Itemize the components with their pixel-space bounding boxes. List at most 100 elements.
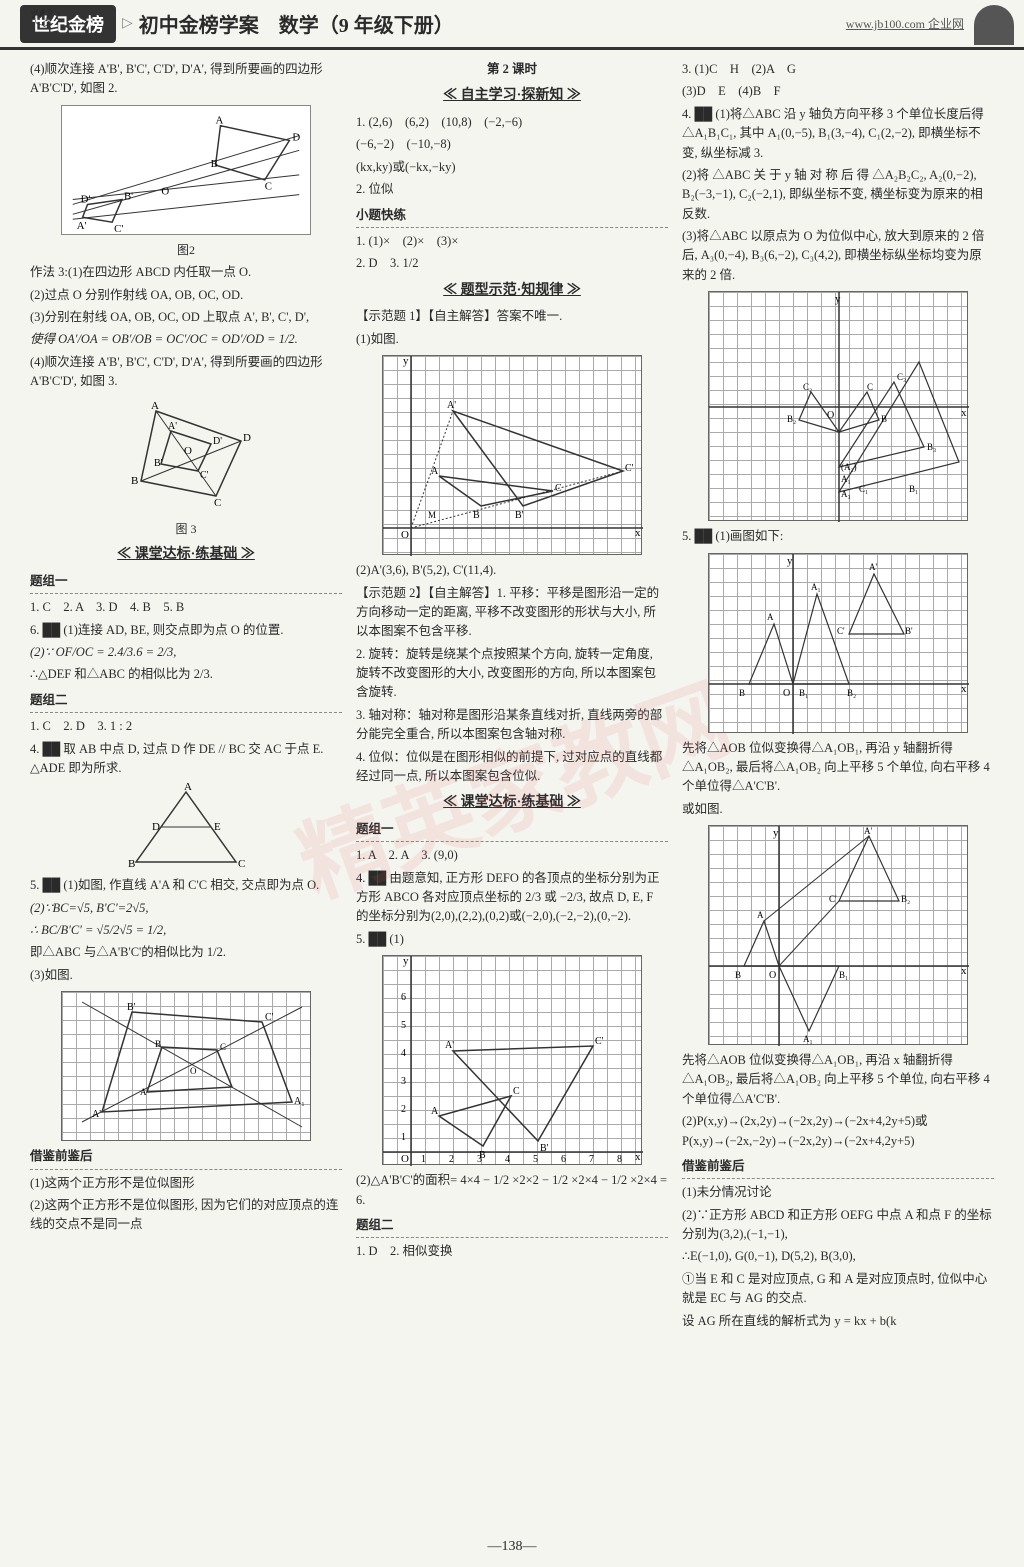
text: 1. (2,6) (6,2) (10,8) (−2,−6) (356, 113, 668, 132)
svg-text:A: A (757, 910, 764, 920)
text: 【示范题 2】【自主解答】1. 平移：平移是图形沿一定的方向移动一定的距离, 平… (356, 584, 668, 642)
svg-text:B: B (735, 970, 741, 980)
grid-figure-q4: y x O C B C₂ B₂ C₃ B₃ (A₂) A₁ C₁ B₁ A₃ (708, 291, 968, 521)
section-title: ≪ 课堂达标·练基础 ≫ (356, 792, 668, 814)
svg-text:y: y (403, 956, 409, 967)
svg-text:7: 7 (589, 1154, 594, 1165)
content-columns: (4)顺次连接 A'B', B'C', C'D', D'A', 得到所要画的四边… (0, 50, 1024, 1520)
text: (1)未分情况讨论 (682, 1183, 994, 1202)
text: (2)∵BC=√5, B'C'=2√5, (30, 899, 342, 918)
fig3-label: 图 3 (30, 520, 342, 539)
svg-text:B₂: B₂ (847, 688, 856, 698)
svg-text:B': B' (515, 510, 524, 521)
svg-text:C: C (555, 483, 562, 494)
text: 1. (1)× (2)× (3)× (356, 232, 668, 251)
svg-text:A₁: A₁ (294, 1096, 305, 1107)
svg-text:B': B' (905, 626, 913, 636)
svg-text:B₁: B₁ (799, 688, 808, 698)
grid-figure-example1: y x O A B C A' B' C' M (382, 355, 642, 555)
svg-text:A: A (184, 782, 192, 793)
text: (2)这两个正方形不是位似图形, 因为它们的对应顶点的连线的交点不是同一点 (30, 1196, 342, 1235)
answers: 1. C 2. A 3. D 4. B 5. B (30, 598, 342, 617)
svg-text:O: O (190, 1066, 197, 1076)
svg-text:C': C' (595, 1036, 604, 1047)
svg-text:D': D' (213, 436, 222, 447)
text: (2)过点 O 分别作射线 OA, OB, OC, OD. (30, 286, 342, 305)
svg-text:A₁: A₁ (803, 1034, 813, 1044)
svg-text:x: x (635, 527, 641, 539)
header-url: www.jb100.com 企业网 (846, 15, 964, 32)
svg-text:B₁: B₁ (909, 484, 918, 494)
page-header: 🕊 世纪金榜 ▷ 初中金榜学案 数学（9 年级下册） www.jb100.com… (0, 0, 1024, 50)
svg-text:B: B (155, 1039, 161, 1049)
svg-text:2: 2 (449, 1154, 454, 1165)
svg-text:B': B' (124, 190, 133, 202)
svg-text:B: B (131, 475, 138, 487)
svg-text:A': A' (447, 400, 456, 411)
svg-text:y: y (787, 555, 793, 567)
text: 2. 旋转：旋转是绕某个点按照某个方向, 旋转一定角度, 旋转不改变图形的大小,… (356, 645, 668, 703)
grid-figure-q5a: y x O A B A₁ B₂ A' C' B' B₁ (708, 553, 968, 733)
section-title: ≪ 课堂达标·练基础 ≫ (30, 544, 342, 566)
svg-text:A: A (431, 1106, 439, 1117)
text: (3)如图. (30, 966, 342, 985)
svg-text:A': A' (869, 562, 877, 572)
column-3: 3. (1)C H (2)A G (3)D E (4)B F 4. ██ (1)… (682, 60, 994, 1510)
text: 先将△AOB 位似变换得△A₁OB₁, 再沿 x 轴翻折得△A₁OB₂, 最后将… (682, 1051, 994, 1109)
section-sub: 借鉴前鉴后 (682, 1157, 994, 1179)
svg-text:B': B' (127, 1002, 136, 1013)
svg-text:C': C' (200, 470, 209, 481)
svg-text:A': A' (77, 220, 87, 232)
svg-text:5: 5 (401, 1020, 406, 1031)
text: (2)将 △ABC 关 于 y 轴 对 称 后 得 △A₂B₂C₂, A₂(0,… (682, 166, 994, 224)
svg-text:(A₂): (A₂) (841, 462, 857, 472)
svg-text:y: y (403, 356, 409, 367)
svg-text:C': C' (625, 463, 634, 474)
text: (kx,ky)或(−kx,−ky) (356, 158, 668, 177)
answers: 1. D 2. 相似变换 (356, 1242, 668, 1261)
text: (1)如图. (356, 330, 668, 349)
text: 2. D 3. 1/2 (356, 254, 668, 273)
svg-text:A: A (431, 466, 439, 477)
svg-text:B₂: B₂ (787, 414, 796, 424)
text: 使得 OA'/OA = OB'/OB = OC'/OC = OD'/OD = 1… (30, 330, 342, 349)
svg-text:y: y (773, 827, 779, 839)
svg-text:O: O (827, 410, 834, 421)
svg-text:4: 4 (401, 1048, 406, 1059)
triangle-ade: A B C D E (116, 782, 256, 872)
dove-icon: 🕊 (30, 8, 53, 29)
svg-text:B: B (211, 158, 218, 170)
text: 3. (1)C H (2)A G (682, 60, 994, 79)
section-sub: 借鉴前鉴后 (30, 1147, 342, 1169)
triangle-icon: ▷ (122, 15, 133, 32)
group-heading: 题组二 (30, 691, 342, 713)
svg-text:8: 8 (617, 1154, 622, 1165)
svg-text:O: O (769, 970, 776, 981)
text: (2)P(x,y)→(2x,2y)→(−2x,2y)→(−2x+4,2y+5)或… (682, 1112, 994, 1151)
svg-text:A': A' (864, 826, 872, 836)
svg-text:D: D (292, 131, 300, 143)
group-heading: 题组一 (30, 572, 342, 594)
svg-text:C: C (214, 497, 221, 509)
svg-text:6: 6 (561, 1154, 566, 1165)
svg-text:O: O (401, 529, 409, 541)
column-2: 第 2 课时 ≪ 自主学习·探新知 ≫ 1. (2,6) (6,2) (10,8… (356, 60, 668, 1510)
text: 5. ██ (1) (356, 930, 668, 949)
text: 6. ██ (1)连接 AD, BE, 则交点即为点 O 的位置. (30, 621, 342, 640)
svg-text:B: B (739, 688, 745, 698)
svg-text:E: E (214, 821, 221, 833)
lesson-title: 第 2 课时 (356, 60, 668, 79)
grid-figure-q5b: y x O A B A₁ B₁ A' C' B₂ (708, 825, 968, 1045)
section-title: ≪ 题型示范·知规律 ≫ (356, 280, 668, 302)
svg-text:D': D' (81, 193, 91, 205)
text: ∴△DEF 和△ABC 的相似比为 2/3. (30, 665, 342, 684)
text: (2)∵ OF/OC = 2.4/3.6 = 2/3, (30, 643, 342, 662)
text: 【示范题 1】【自主解答】答案不唯一. (356, 307, 668, 326)
text: 4. ██ 取 AB 中点 D, 过点 D 作 DE // BC 交 AC 于点… (30, 740, 342, 779)
svg-text:x: x (635, 1151, 641, 1163)
svg-text:B₂: B₂ (901, 894, 910, 904)
text: (4)顺次连接 A'B', B'C', C'D', D'A', 得到所要画的四边… (30, 353, 342, 392)
answers: 1. C 2. D 3. 1 : 2 (30, 717, 342, 736)
text: (4)顺次连接 A'B', B'C', C'D', D'A', 得到所要画的四边… (30, 60, 342, 99)
svg-text:D: D (152, 821, 160, 833)
